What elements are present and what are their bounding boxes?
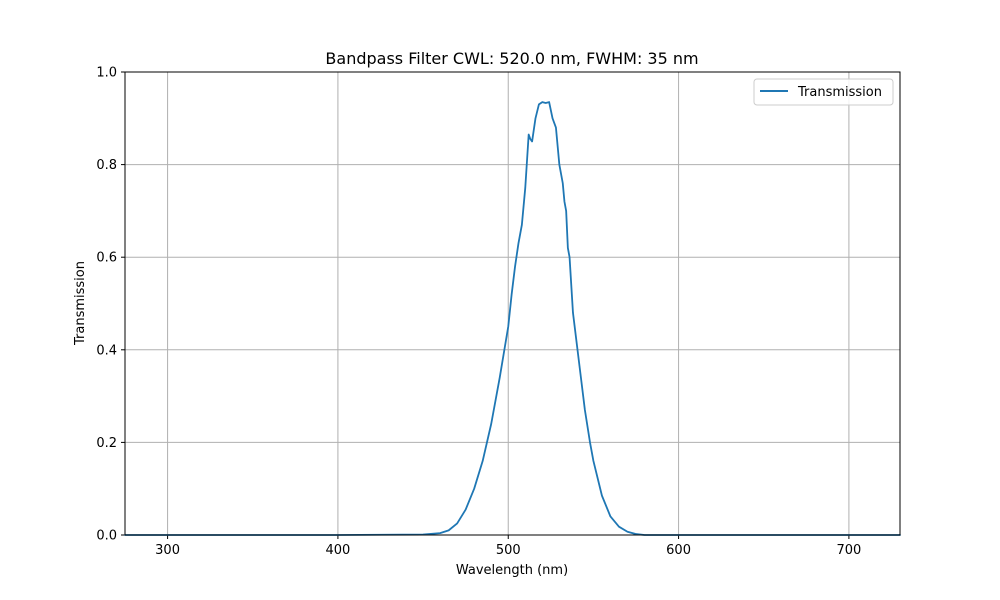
x-tick-label: 300	[155, 543, 180, 558]
y-tick-label: 0.4	[96, 343, 117, 358]
legend-box	[753, 78, 894, 106]
series-line-transmission	[124, 101, 901, 536]
y-tick-label: 0.0	[96, 529, 117, 544]
y-tick-label: 0.2	[96, 436, 117, 451]
chart-title: Bandpass Filter CWL: 520.0 nm, FWHM: 35 …	[325, 49, 698, 68]
legend-label-transmission: Transmission	[797, 85, 882, 100]
y-tick-label: 0.6	[96, 251, 117, 266]
x-tick-label: 500	[496, 543, 521, 558]
x-tick-label: 400	[325, 543, 350, 558]
y-tick-label: 0.8	[96, 158, 117, 173]
x-tick-label: 600	[666, 543, 691, 558]
y-tick-label: 1.0	[96, 66, 117, 81]
legend: Transmission	[753, 78, 894, 106]
x-axis-label: Wavelength (nm)	[456, 563, 568, 578]
x-tick-label: 700	[836, 543, 861, 558]
plot-area	[125, 72, 900, 535]
y-axis-label: Transmission	[73, 261, 88, 346]
plot-frame	[124, 71, 901, 536]
series-layer	[124, 101, 901, 536]
axis-ticks: 300 400 500 600 700 0.0 0.2 0.4 0.6 0.8 1.0	[96, 66, 861, 559]
